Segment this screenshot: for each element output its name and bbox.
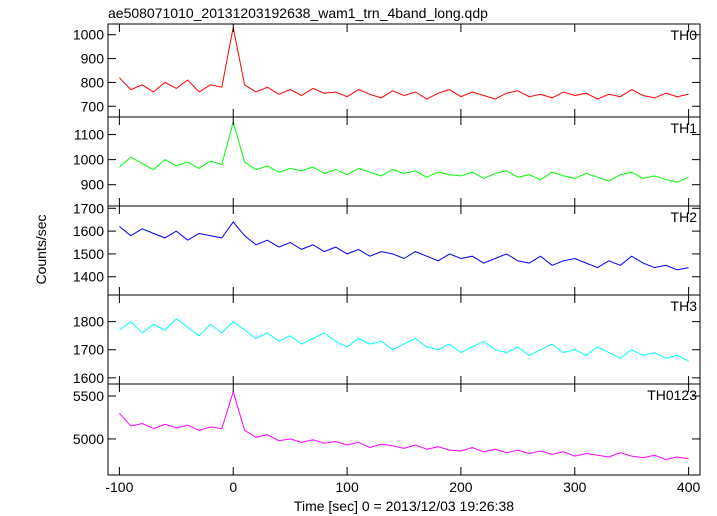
- legend-label: TH0123: [647, 387, 697, 403]
- y-tick-label: 5500: [73, 388, 104, 404]
- y-tick-label: 1600: [73, 370, 104, 386]
- y-tick-label: 1800: [73, 314, 104, 330]
- y-tick-label: 1600: [73, 223, 104, 239]
- x-tick-label: 300: [563, 479, 587, 495]
- legend-label: TH1: [671, 120, 698, 136]
- y-tick-label: 1000: [73, 27, 104, 43]
- chart-title: ae508071010_20131203192638_wam1_trn_4ban…: [108, 5, 488, 21]
- y-tick-label: 5000: [73, 431, 104, 447]
- y-tick-label: 1400: [73, 269, 104, 285]
- y-tick-label: 1500: [73, 246, 104, 262]
- panel-frame: [107, 294, 701, 385]
- panel-frame: [107, 205, 701, 296]
- y-axis-label: Counts/sec: [33, 214, 49, 284]
- panel-frame: [107, 383, 701, 476]
- panel-frame: [107, 23, 701, 118]
- x-tick-label: 0: [229, 479, 237, 495]
- data-line: [119, 120, 689, 183]
- data-line: [119, 221, 689, 271]
- y-tick-label: 1100: [74, 127, 104, 143]
- legend-label: TH2: [671, 209, 698, 225]
- x-tick-label: 200: [449, 479, 473, 495]
- y-tick-label: 900: [81, 51, 105, 67]
- y-tick-label: 1700: [73, 200, 104, 216]
- panel-frame: [107, 116, 701, 207]
- legend-label: TH3: [671, 298, 698, 314]
- data-line: [119, 389, 689, 461]
- x-tick-label: -100: [105, 479, 133, 495]
- y-tick-label: 800: [81, 74, 105, 90]
- x-tick-label: 100: [335, 479, 359, 495]
- legend-label: TH0: [671, 27, 698, 43]
- x-axis-label: Time [sec] 0 = 2013/12/03 19:26:38: [294, 498, 514, 514]
- y-tick-label: 900: [81, 177, 105, 193]
- y-tick-label: 1000: [73, 152, 104, 168]
- data-line: [119, 27, 689, 100]
- y-tick-label: 700: [81, 98, 105, 114]
- y-tick-label: 1700: [73, 342, 104, 358]
- x-tick-label: 400: [677, 479, 701, 495]
- data-line: [119, 318, 689, 362]
